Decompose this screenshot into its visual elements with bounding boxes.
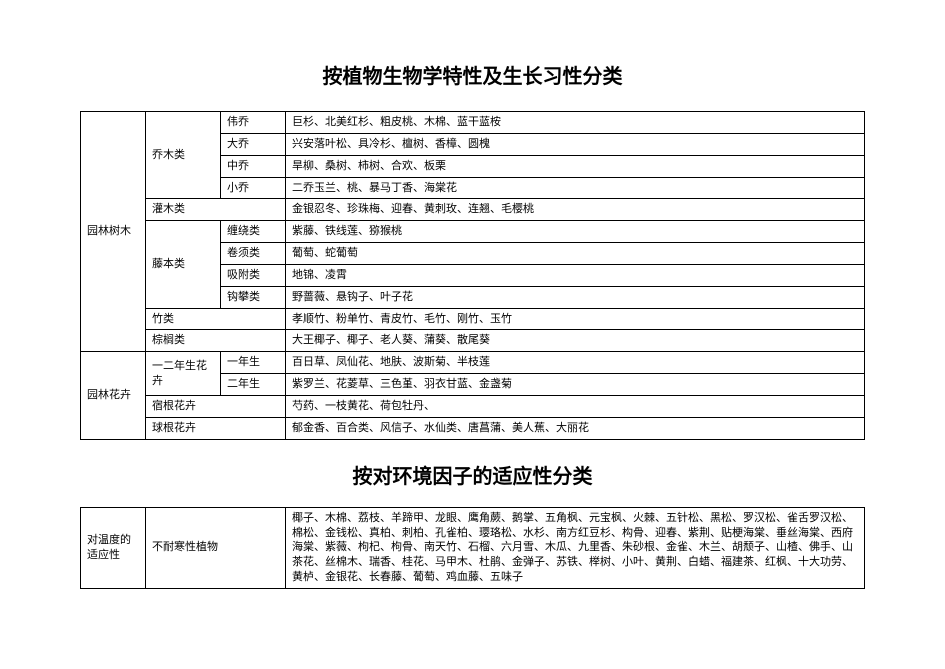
table-row: 棕榈类 大王椰子、椰子、老人葵、蒲葵、散尾葵 <box>81 330 865 352</box>
cell-level2: 球根花卉 <box>146 417 286 439</box>
cell-species: 兴安落叶松、具冷杉、檀树、香樟、圆槐 <box>286 133 865 155</box>
cell-species: 巨杉、北美红杉、粗皮桃、木棉、蓝干蓝桉 <box>286 112 865 134</box>
cell-species: 大王椰子、椰子、老人葵、蒲葵、散尾葵 <box>286 330 865 352</box>
table-classification-biology: 园林树木 乔木类 伟乔 巨杉、北美红杉、粗皮桃、木棉、蓝干蓝桉 大乔 兴安落叶松… <box>80 111 865 440</box>
cell-level3: 大乔 <box>221 133 286 155</box>
cell-level1: 对温度的适应性 <box>81 507 146 588</box>
section2-title: 按对环境因子的适应性分类 <box>80 460 865 489</box>
table-row: 球根花卉 郁金香、百合类、风信子、水仙类、唐菖蒲、美人蕉、大丽花 <box>81 417 865 439</box>
cell-level2: 宿根花卉 <box>146 395 286 417</box>
cell-level3: 中乔 <box>221 155 286 177</box>
section1-title: 按植物生物学特性及生长习性分类 <box>80 60 865 89</box>
cell-level3: 小乔 <box>221 177 286 199</box>
cell-level2: 乔木类 <box>146 112 221 199</box>
cell-level3: 缠绕类 <box>221 221 286 243</box>
table-row: 宿根花卉 芍药、一枝黄花、荷包牡丹、 <box>81 395 865 417</box>
cell-species: 葡萄、蛇葡萄 <box>286 243 865 265</box>
table-row: 园林花卉 一二年生花卉 一年生 百日草、凤仙花、地肤、波斯菊、半枝莲 <box>81 352 865 374</box>
cell-level2: 棕榈类 <box>146 330 286 352</box>
cell-level3: 一年生 <box>221 352 286 374</box>
table-row: 灌木类 金银忍冬、珍珠梅、迎春、黄刺玫、连翘、毛樱桃 <box>81 199 865 221</box>
cell-level2: 藤本类 <box>146 221 221 308</box>
cell-species: 二乔玉兰、桃、暴马丁香、海棠花 <box>286 177 865 199</box>
cell-level3: 卷须类 <box>221 243 286 265</box>
cell-species: 紫罗兰、花菱草、三色堇、羽衣甘蓝、金盏菊 <box>286 374 865 396</box>
cell-species: 孝顺竹、粉单竹、青皮竹、毛竹、刚竹、玉竹 <box>286 308 865 330</box>
cell-level3: 伟乔 <box>221 112 286 134</box>
table-row: 竹类 孝顺竹、粉单竹、青皮竹、毛竹、刚竹、玉竹 <box>81 308 865 330</box>
cell-level2: 竹类 <box>146 308 286 330</box>
cell-level1: 园林树木 <box>81 112 146 352</box>
cell-level2: 灌木类 <box>146 199 286 221</box>
cell-level1: 园林花卉 <box>81 352 146 439</box>
cell-level3: 吸附类 <box>221 264 286 286</box>
cell-species: 郁金香、百合类、风信子、水仙类、唐菖蒲、美人蕉、大丽花 <box>286 417 865 439</box>
table-row: 园林树木 乔木类 伟乔 巨杉、北美红杉、粗皮桃、木棉、蓝干蓝桉 <box>81 112 865 134</box>
cell-species: 椰子、木棉、荔枝、羊蹄甲、龙眼、鹰角蕨、鹅掌、五角枫、元宝枫、火棘、五针松、黑松… <box>286 507 865 588</box>
table-row: 藤本类 缠绕类 紫藤、铁线莲、猕猴桃 <box>81 221 865 243</box>
cell-species: 金银忍冬、珍珠梅、迎春、黄刺玫、连翘、毛樱桃 <box>286 199 865 221</box>
table-classification-environment: 对温度的适应性 不耐寒性植物 椰子、木棉、荔枝、羊蹄甲、龙眼、鹰角蕨、鹅掌、五角… <box>80 507 865 589</box>
cell-level2: 一二年生花卉 <box>146 352 221 396</box>
cell-level3: 钩攀类 <box>221 286 286 308</box>
cell-species: 野蔷薇、悬钩子、叶子花 <box>286 286 865 308</box>
cell-level3: 二年生 <box>221 374 286 396</box>
cell-species: 百日草、凤仙花、地肤、波斯菊、半枝莲 <box>286 352 865 374</box>
table-row: 对温度的适应性 不耐寒性植物 椰子、木棉、荔枝、羊蹄甲、龙眼、鹰角蕨、鹅掌、五角… <box>81 507 865 588</box>
cell-species: 地锦、凌霄 <box>286 264 865 286</box>
cell-species: 紫藤、铁线莲、猕猴桃 <box>286 221 865 243</box>
cell-species: 芍药、一枝黄花、荷包牡丹、 <box>286 395 865 417</box>
cell-level2: 不耐寒性植物 <box>146 507 286 588</box>
cell-species: 旱柳、桑树、柿树、合欢、板栗 <box>286 155 865 177</box>
